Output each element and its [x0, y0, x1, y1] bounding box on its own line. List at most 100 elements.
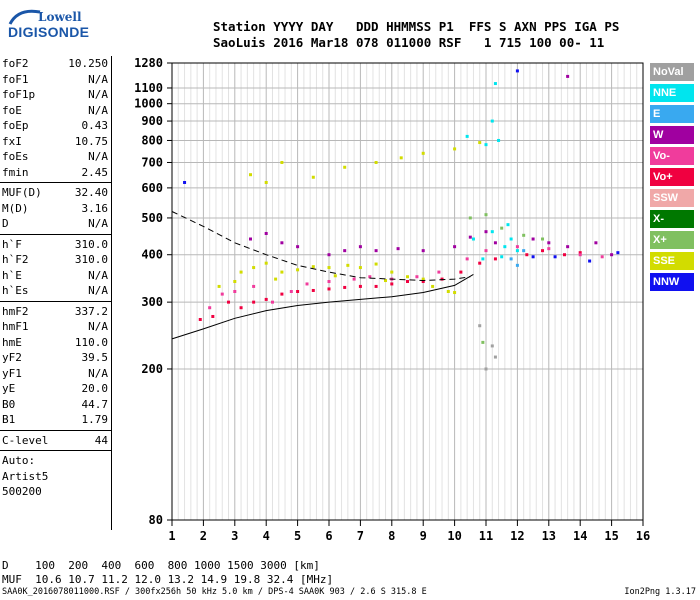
param-name: D — [2, 217, 9, 230]
data-point-vo- — [311, 288, 315, 292]
data-point-nne — [509, 237, 513, 241]
param-value: 337.2 — [74, 304, 108, 318]
data-point-vo- — [525, 253, 529, 257]
data-point-vo- — [415, 275, 419, 279]
param-row: foF2 10.250 — [0, 56, 111, 72]
data-point-w — [421, 249, 425, 253]
data-point-w — [547, 241, 551, 245]
plot-frame — [171, 62, 644, 521]
param-value: 310.0 — [74, 253, 108, 266]
x-tick-label: 12 — [510, 529, 524, 543]
param-name: h`Es — [2, 284, 29, 297]
data-point-e — [509, 257, 513, 261]
data-point-sse — [453, 147, 457, 151]
param-value: 0.43 — [81, 119, 109, 132]
param-value: N/A — [88, 320, 108, 333]
data-point-vo- — [220, 292, 224, 296]
data-point-nne — [500, 255, 504, 259]
param-name: MUF(D) — [2, 186, 42, 199]
param-row: yF1 N/A — [0, 366, 111, 382]
data-point-sse — [264, 261, 268, 265]
param-value: N/A — [88, 103, 108, 117]
y-tick-label: 600 — [141, 181, 163, 195]
data-point-w — [264, 231, 268, 235]
y-tick-label: 500 — [141, 211, 163, 225]
data-point-sse — [421, 151, 425, 155]
param-value: 44.7 — [81, 397, 109, 411]
data-point-sse — [374, 160, 378, 164]
data-point-x- — [481, 340, 485, 344]
data-point-sse — [478, 141, 482, 145]
param-separator — [0, 182, 111, 183]
autoscale-line: 500200 — [0, 484, 111, 500]
data-point-sse — [280, 160, 284, 164]
version-label: Ion2Png 1.3.17 — [624, 587, 696, 597]
param-separator — [0, 450, 111, 451]
legend-item-w: W — [650, 126, 694, 144]
data-point-sse — [343, 165, 347, 169]
data-point-vo- — [563, 253, 566, 257]
data-point-vo- — [374, 284, 378, 288]
data-point-noval — [490, 344, 494, 348]
param-row: D N/A — [0, 216, 111, 232]
data-point-sse — [346, 263, 350, 267]
data-point-vo- — [493, 257, 497, 261]
y-tick-label: 80 — [149, 513, 163, 527]
data-point-x- — [500, 226, 504, 230]
param-row: foEp 0.43 — [0, 118, 111, 134]
data-point-sse — [358, 266, 362, 270]
data-point-vo- — [233, 290, 237, 293]
data-point-e — [522, 249, 526, 253]
param-name: yE — [2, 382, 16, 395]
data-point-e — [515, 263, 519, 267]
param-row: foF1p N/A — [0, 87, 111, 103]
legend-item-nne: NNE — [650, 84, 694, 102]
data-point-noval — [484, 367, 488, 371]
data-point-w — [468, 235, 472, 239]
x-tick-label: 5 — [294, 529, 301, 543]
data-point-nne — [484, 143, 488, 147]
data-point-vo- — [305, 282, 309, 286]
param-value: 10.75 — [74, 134, 108, 148]
data-point-sse — [453, 291, 457, 295]
header-line-1: Station YYYY DAY DDD HHMMSS P1 FFS S AXN… — [213, 19, 620, 34]
param-row: yE 20.0 — [0, 381, 111, 397]
param-value: 20.0 — [81, 382, 109, 395]
station-header: Station YYYY DAY DDD HHMMSS P1 FFS S AXN… — [213, 19, 619, 51]
data-point-nne — [515, 249, 519, 253]
legend-item-e: E — [650, 105, 694, 123]
data-point-sse — [252, 266, 256, 270]
param-value: 1.79 — [81, 413, 109, 426]
header-line-2: SaoLuis 2016 Mar18 078 011000 RSF 1 715 … — [213, 35, 605, 50]
param-value: 44 — [94, 433, 108, 447]
param-row: fxI 10.75 — [0, 134, 111, 150]
param-value: 110.0 — [74, 335, 108, 349]
y-tick-label: 1000 — [134, 97, 163, 111]
data-point-sse — [280, 270, 284, 274]
legend-item-ssw: SSW — [650, 189, 694, 207]
data-point-vo- — [437, 270, 441, 274]
data-point-sse — [384, 279, 388, 283]
param-name: foF2 — [2, 57, 29, 70]
data-point-sse — [311, 265, 315, 269]
data-point-vo- — [239, 306, 243, 310]
param-row: hmF2 337.2 — [0, 304, 111, 320]
param-row: yF2 39.5 — [0, 350, 111, 366]
param-name: h`F — [2, 237, 22, 251]
autoscale-line: Artist5 — [0, 469, 111, 485]
param-row: foEs N/A — [0, 149, 111, 165]
data-point-vo- — [289, 290, 293, 293]
y-tick-label: 1100 — [134, 81, 163, 95]
data-point-w — [566, 245, 570, 249]
data-point-sse — [421, 277, 425, 281]
param-separator — [0, 233, 111, 235]
data-point-vo- — [465, 257, 469, 261]
x-tick-label: 13 — [542, 529, 556, 543]
data-point-w — [343, 249, 347, 253]
param-name: foE — [2, 103, 22, 117]
data-point-w — [453, 245, 457, 249]
data-point-nnw — [515, 69, 519, 73]
param-name: yF2 — [2, 351, 22, 364]
data-point-vo- — [440, 277, 444, 281]
